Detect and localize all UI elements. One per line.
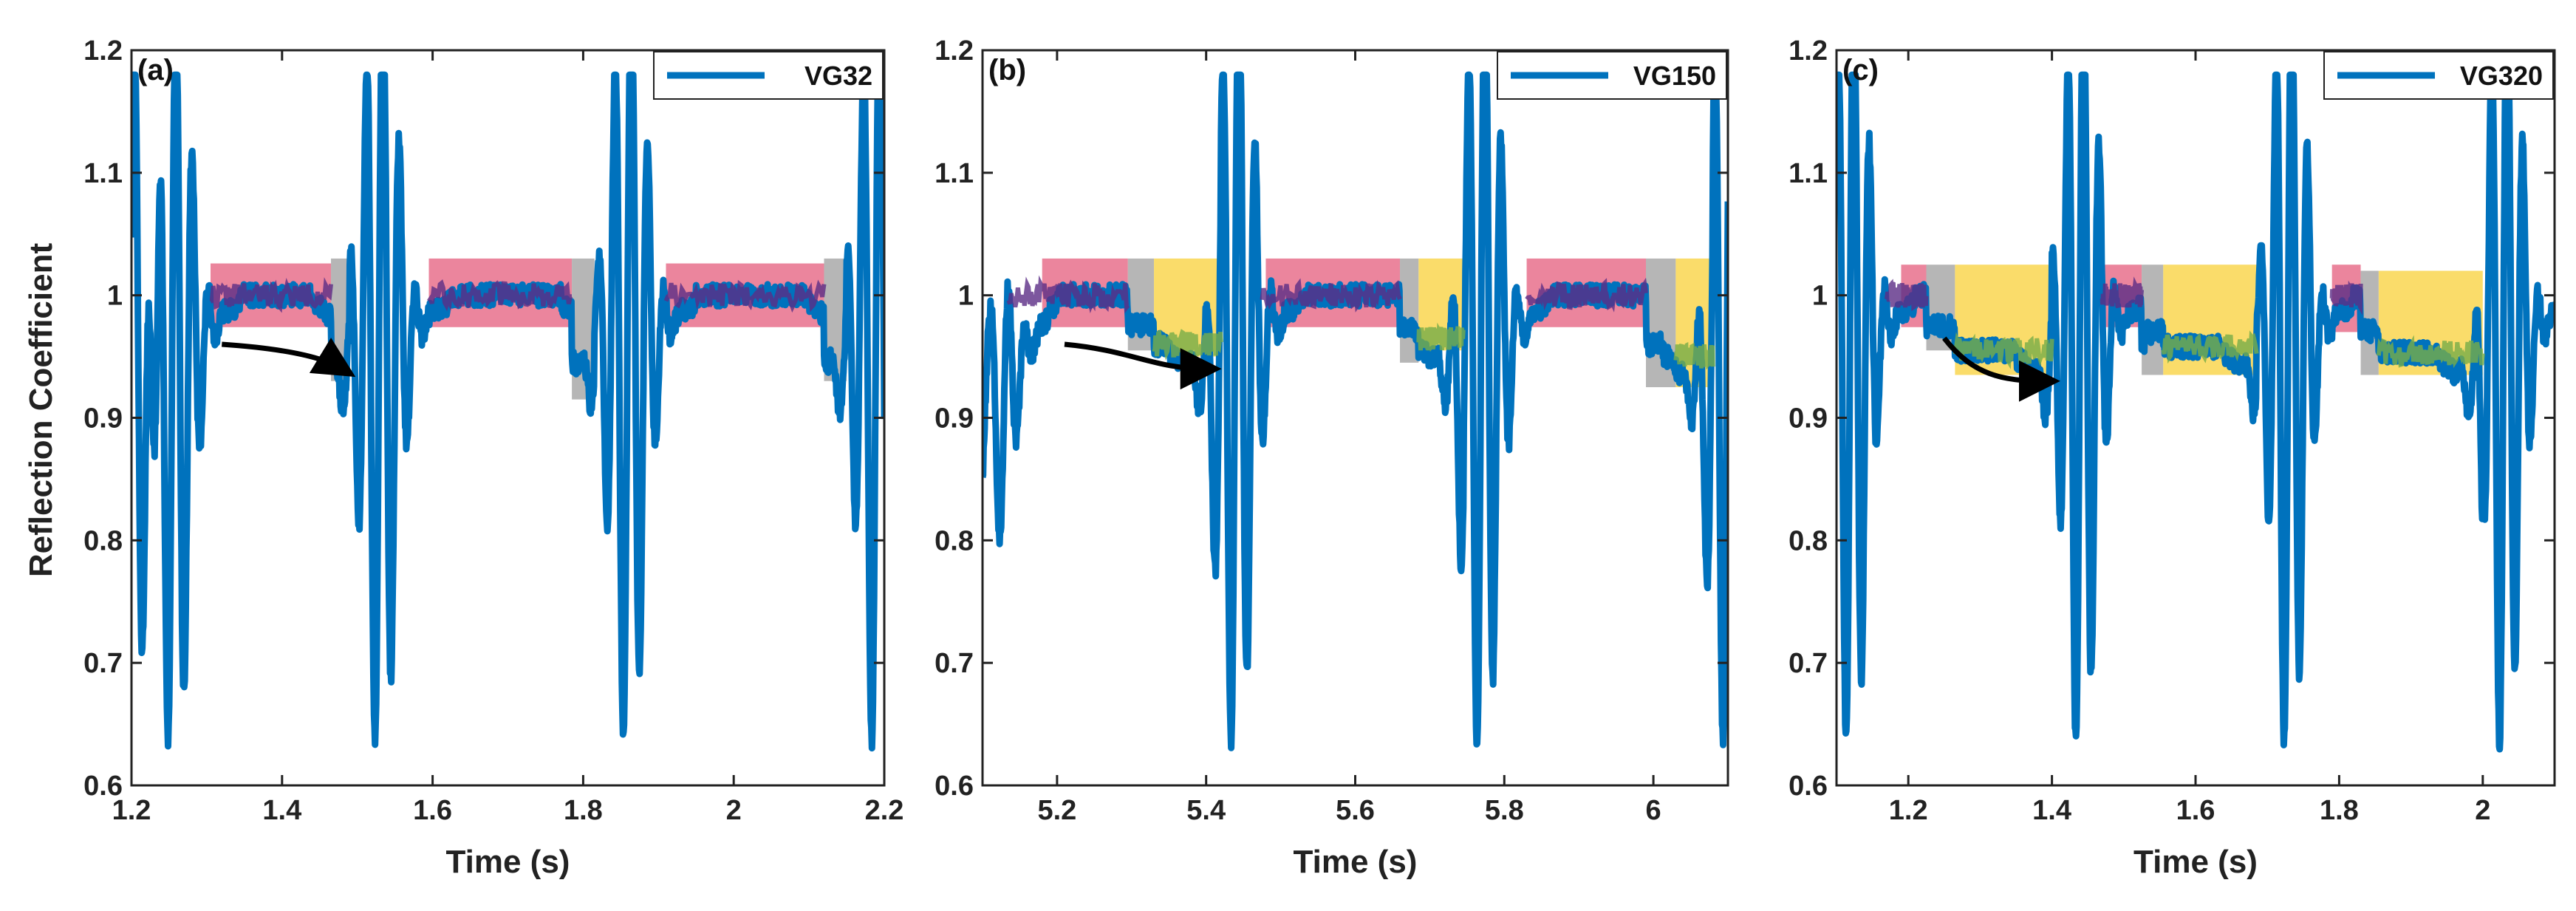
axes-frame — [981, 49, 1729, 787]
segment-trace-shift — [1953, 332, 2054, 369]
x-tick-label: 1.2 — [1889, 795, 1928, 826]
x-tick-label: 1.8 — [564, 795, 603, 826]
panel-label: (a) — [137, 54, 174, 86]
y-tick-label: 1.1 — [935, 158, 974, 189]
signal-series-line — [1837, 71, 2555, 753]
segment-trace-shift — [2161, 330, 2259, 364]
x-tick-label: 1.2 — [112, 795, 151, 826]
y-tick-label: 0.9 — [935, 403, 974, 434]
segment-trace-stable — [2100, 276, 2145, 309]
y-tick-label: 0.6 — [1788, 771, 1828, 802]
x-axis-label: Time (s) — [1294, 844, 1418, 880]
y-tick-label: 1 — [958, 281, 974, 312]
y-tick-label: 0.7 — [935, 648, 974, 679]
annotation-arrow — [222, 338, 356, 378]
segment-trace-shift — [2376, 335, 2485, 369]
y-tick-label: 0.9 — [83, 403, 123, 434]
y-tick-label: 1.2 — [935, 35, 974, 66]
y-tick-label: 0.8 — [1788, 525, 1828, 556]
y-tick-label: 0.6 — [935, 771, 974, 802]
panel-label: (b) — [988, 54, 1026, 86]
segment-trace-stable — [427, 279, 573, 312]
segment-trace-stable — [1006, 275, 1130, 314]
y-tick-label: 0.9 — [1788, 403, 1828, 434]
y-tick-label: 1.2 — [1788, 35, 1828, 66]
segment-trace-stable — [209, 277, 333, 313]
x-tick-label: 1.6 — [413, 795, 452, 826]
x-tick-label: 1.8 — [2320, 795, 2359, 826]
axes-frame — [1835, 49, 2556, 787]
y-axis-label: Reflection Coefficient — [23, 243, 59, 578]
signal-series-line — [983, 71, 1728, 751]
panel-label: (c) — [1842, 54, 1879, 86]
axes-frame — [130, 49, 886, 787]
segment-trace-shift — [1152, 329, 1223, 361]
legend-label: VG320 — [2460, 61, 2543, 91]
y-tick-label: 1.2 — [83, 35, 123, 66]
x-tick-label: 5.4 — [1186, 795, 1226, 826]
signal-series-line — [131, 71, 884, 752]
y-tick-label: 1 — [1812, 281, 1828, 312]
chart-panel-1: 0.6 0.7 0.8 0.9 1 1.1 1.2 1.2 1.4 1.6 1.8 2 2.2 Time … — [83, 35, 903, 880]
x-axis-label: Time (s) — [2133, 844, 2258, 880]
segment-trace-stable — [2329, 280, 2363, 315]
y-tick-label: 0.8 — [935, 525, 974, 556]
x-tick-label: 5.2 — [1037, 795, 1076, 826]
segment-trace-stable — [1885, 279, 1929, 312]
x-tick-label: 6 — [1646, 795, 1661, 826]
chart-panel-3: 0.6 0.7 0.8 0.9 1 1.1 1.2 1.2 1.4 1.6 1.8 2 Time (s)… — [1788, 35, 2556, 880]
annotation-arrow — [1064, 341, 1222, 390]
y-tick-label: 1.1 — [83, 158, 123, 189]
y-tick-label: 0.6 — [83, 771, 123, 802]
x-axis-label: Time (s) — [446, 844, 570, 880]
y-tick-label: 1.1 — [1788, 158, 1828, 189]
segment-trace-stable — [663, 279, 827, 313]
legend-label: VG32 — [804, 61, 872, 91]
y-tick-label: 1 — [107, 281, 123, 312]
segment-trace-stable — [1260, 278, 1402, 313]
x-tick-label: 2.2 — [865, 795, 904, 826]
x-tick-label: 5.8 — [1485, 795, 1524, 826]
x-tick-label: 5.6 — [1336, 795, 1375, 826]
chart-panel-2: 0.6 0.7 0.8 0.9 1 1.1 1.2 5.2 5.4 5.6 5.8 6 Time (s)… — [935, 35, 1729, 880]
annotation-arrow — [1942, 336, 2060, 402]
x-tick-label: 1.4 — [2032, 795, 2071, 826]
x-tick-label: 1.6 — [2176, 795, 2215, 826]
x-tick-label: 2 — [2475, 795, 2490, 826]
segment-trace-shift — [1673, 341, 1715, 370]
x-tick-label: 2 — [726, 795, 742, 826]
segment-trace-stable — [1525, 277, 1648, 313]
legend-label: VG150 — [1633, 61, 1716, 91]
y-tick-label: 0.8 — [83, 525, 123, 556]
y-tick-label: 0.7 — [1788, 648, 1828, 679]
segment-trace-shift — [1416, 322, 1466, 352]
y-tick-label: 0.7 — [83, 648, 123, 679]
x-tick-label: 1.4 — [262, 795, 301, 826]
